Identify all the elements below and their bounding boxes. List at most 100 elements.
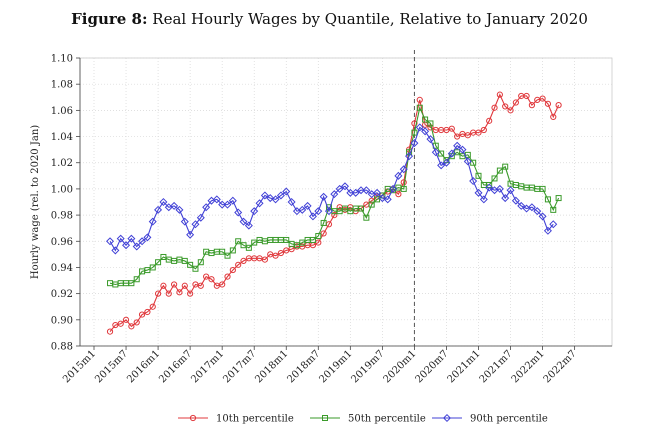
data-point [149, 264, 156, 271]
data-point [282, 187, 291, 196]
data-point [154, 290, 162, 297]
data-point [187, 290, 194, 297]
data-point [287, 197, 296, 207]
legend-item: 90th percentile [432, 414, 548, 425]
data-point [234, 208, 243, 217]
data-point [171, 281, 178, 288]
data-point [469, 177, 478, 186]
data-point [155, 259, 162, 266]
chart-title: Figure 8: Real Hourly Wages by Quantile,… [0, 10, 659, 28]
series-line [109, 93, 560, 332]
data-point [165, 290, 172, 297]
data-point [176, 289, 183, 296]
data-point [351, 188, 360, 197]
data-point [399, 165, 408, 174]
data-point [502, 103, 509, 110]
data-point [496, 167, 503, 174]
legend-label: 50th percentile [348, 414, 426, 425]
data-point [244, 221, 253, 230]
y-tick-label: 1.06 [51, 106, 73, 117]
data-point [346, 188, 355, 197]
data-point [245, 244, 252, 251]
data-point [502, 163, 509, 170]
data-point [319, 192, 328, 201]
data-point [181, 257, 188, 264]
data-point [474, 188, 483, 197]
data-point [212, 195, 221, 204]
y-tick-label: 1.00 [51, 184, 73, 195]
x-tick-label: 2017m7 [221, 348, 258, 385]
data-point [324, 207, 333, 216]
data-point [373, 188, 382, 197]
data-point [438, 150, 445, 157]
series-0 [106, 91, 562, 335]
data-point [235, 261, 242, 268]
data-point [223, 200, 232, 209]
data-point [475, 172, 482, 179]
data-point [331, 211, 338, 219]
y-tick-label: 1.10 [51, 54, 73, 65]
data-point [533, 207, 542, 216]
data-point [527, 203, 536, 212]
data-point [186, 230, 195, 239]
data-point [447, 149, 456, 158]
x-tick-label: 2015m1 [61, 348, 98, 385]
data-point [128, 280, 135, 287]
data-point [411, 120, 418, 127]
data-point [187, 261, 194, 268]
data-point [320, 219, 327, 226]
data-point [470, 159, 477, 166]
data-point [229, 247, 236, 254]
y-axis-label: Hourly wage (rel. to 2020 Jan) [30, 125, 41, 279]
x-tick-label: 2020m7 [414, 348, 451, 385]
data-point [437, 161, 446, 170]
data-point [511, 196, 520, 205]
data-point [517, 201, 526, 210]
data-point [175, 205, 184, 214]
data-point [138, 311, 146, 318]
x-tick-label: 2015m7 [93, 348, 130, 385]
data-point [374, 196, 381, 203]
data-point [549, 220, 558, 229]
x-tick-label: 2018m1 [253, 348, 290, 385]
data-point [544, 196, 551, 203]
data-point [111, 246, 120, 255]
data-point [276, 191, 285, 200]
x-tick-label: 2016m1 [125, 348, 162, 385]
data-point [203, 273, 210, 280]
data-point [421, 127, 430, 136]
data-point [431, 148, 440, 157]
data-point [544, 100, 552, 107]
data-point [539, 185, 546, 192]
data-point [555, 195, 562, 202]
data-point [235, 238, 242, 245]
data-point [218, 200, 227, 209]
data-point [283, 236, 290, 243]
data-point [491, 104, 498, 111]
x-tick-label: 2020m1 [382, 348, 419, 385]
x-axis: 2015m12015m72016m12016m72017m12017m72018… [61, 345, 612, 385]
data-point [422, 116, 429, 123]
x-tick-label: 2016m7 [157, 348, 194, 385]
data-point [405, 152, 414, 161]
data-point [106, 328, 114, 335]
data-point [550, 206, 557, 213]
data-point [224, 273, 231, 280]
y-tick-label: 0.96 [51, 237, 73, 248]
data-point [416, 104, 423, 111]
data-point [507, 107, 514, 114]
data-point [219, 281, 226, 288]
legend-label: 10th percentile [216, 414, 294, 425]
y-axis: 0.88 0.90 0.92 0.94 0.96 0.98 1.00 1.02 1.04 1.06… [51, 54, 81, 353]
y-tick-label: 0.92 [51, 289, 73, 300]
data-point [144, 308, 151, 316]
data-point [208, 276, 215, 283]
data-point [458, 145, 467, 154]
series-2 [106, 123, 558, 255]
data-point [550, 113, 557, 121]
figure-number: Figure 8: [71, 10, 148, 28]
data-point [309, 236, 316, 243]
legend-swatch-marker [189, 414, 197, 422]
legend-swatch-marker [322, 415, 328, 421]
data-point [448, 125, 455, 132]
